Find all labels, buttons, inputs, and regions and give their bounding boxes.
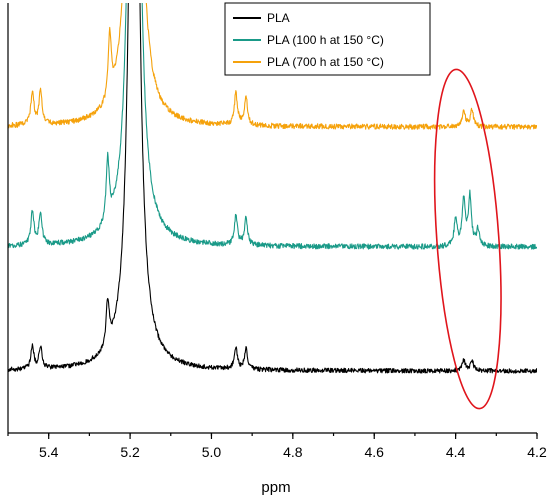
spectrum-line-2 xyxy=(8,3,537,250)
x-tick-label: 4.8 xyxy=(283,444,303,460)
x-axis-title: ppm xyxy=(261,479,290,496)
annotation-group xyxy=(433,68,502,410)
legend: PLA PLA (100 h at 150 °C) PLA (700 h at 15… xyxy=(224,2,431,76)
legend-label-2: PLA (100 h at 150 °C) xyxy=(267,33,384,47)
spectrum-line-1 xyxy=(8,3,537,374)
x-tick-label: 5.0 xyxy=(202,444,222,460)
legend-label-1: PLA xyxy=(267,11,290,25)
x-tick-label: 4.2 xyxy=(527,444,547,460)
x-tick-label: 5.2 xyxy=(120,444,140,460)
annotation-ellipse xyxy=(433,68,502,410)
axes-group xyxy=(7,3,537,434)
x-tick-label: 5.4 xyxy=(39,444,59,460)
spectrum-line-3 xyxy=(8,3,537,130)
legend-label-3: PLA (700 h at 150 °C) xyxy=(267,55,384,69)
spectra-group xyxy=(8,3,537,374)
x-tick-label: 4.6 xyxy=(364,444,384,460)
x-tick-label: 4.4 xyxy=(446,444,466,460)
x-ticks-group: 5.4 5.2 5.0 4.8 4.6 4.4 4.2 xyxy=(7,433,547,460)
